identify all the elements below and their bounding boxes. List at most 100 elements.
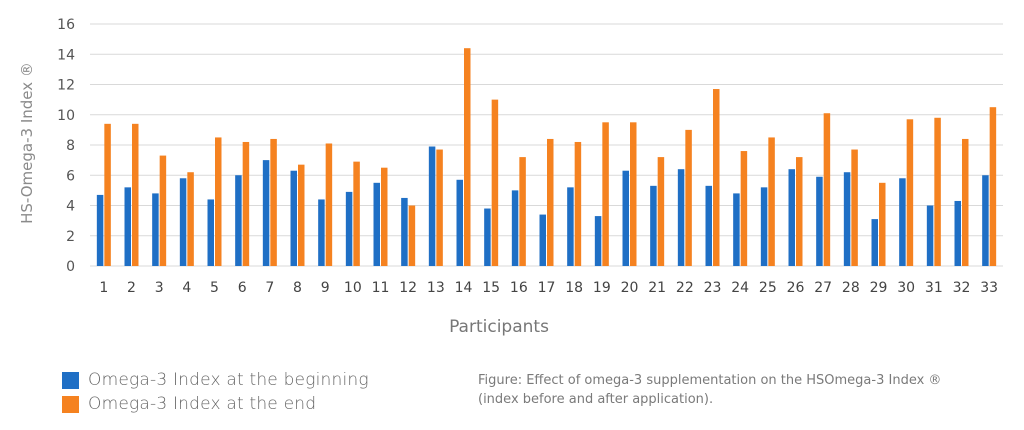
bar-end-29 [879,182,886,266]
x-tick-label: 3 [155,280,164,296]
x-tick-label: 8 [293,280,302,296]
bar-beginning-9 [318,199,325,266]
bar-beginning-31 [926,205,934,266]
bar-end-31 [934,117,941,267]
bar-beginning-5 [207,199,214,266]
bar-beginning-13 [428,146,436,266]
y-tick-label: 10 [57,108,75,124]
x-tick-label: 30 [897,280,915,296]
bar-end-18 [574,141,582,266]
bar-beginning-28 [843,172,851,266]
x-tick-label: 20 [621,280,639,296]
bar-end-16 [519,157,526,266]
y-tick-label: 12 [57,78,75,94]
bar-end-24 [740,151,748,266]
bar-end-27 [823,113,831,266]
x-tick-label: 16 [510,280,528,296]
bar-end-25 [768,137,775,266]
x-tick-label: 19 [593,280,611,296]
x-tick-label: 33 [980,280,998,296]
legend-label-beginning: Omega-3 Index at the beginning [88,370,369,390]
bar-end-10 [353,161,360,266]
legend-item-beginning: Omega-3 Index at the beginning [62,368,369,392]
bar-end-11 [381,167,388,266]
caption-line-2: (index before and after application). [478,392,714,407]
x-axis-label: Participants [449,317,549,337]
x-tick-label: 2 [127,280,136,296]
bar-end-4 [187,172,194,266]
gridlines [90,23,1003,267]
bar-end-33 [989,107,997,266]
bar-beginning-19 [594,216,602,266]
x-tick-label: 28 [842,280,860,296]
bar-end-26 [796,157,803,266]
y-tick-label: 4 [66,199,75,215]
bar-beginning-1 [96,194,104,266]
y-tick-label: 8 [66,138,75,154]
bar-beginning-26 [788,169,795,266]
bar-end-8 [298,164,305,266]
figure-caption: Figure: Effect of omega-3 supplementatio… [478,371,998,409]
x-tick-label: 4 [182,280,191,296]
bar-end-28 [851,149,858,266]
x-tick-label: 7 [265,280,274,296]
bar-beginning-2 [124,187,131,266]
y-tick-label: 14 [57,47,75,63]
bar-end-30 [906,119,914,266]
bar-beginning-10 [345,191,353,266]
bar-end-6 [242,141,250,266]
bar-beginning-16 [511,190,519,266]
bar-beginning-4 [179,178,187,266]
x-tick-label: 23 [704,280,722,296]
bar-beginning-25 [760,187,768,266]
y-tick-label: 2 [66,229,75,245]
x-tick-label: 26 [787,280,805,296]
x-tick-label: 32 [953,280,971,296]
caption-line-1: Figure: Effect of omega-3 supplementatio… [478,373,942,388]
x-tick-label: 29 [870,280,888,296]
bar-end-17 [547,138,554,266]
x-tick-label: 15 [482,280,500,296]
bar-end-13 [436,149,443,266]
y-tick-label: 16 [57,17,75,33]
bar-end-15 [491,99,499,266]
bar-end-23 [713,89,720,266]
x-tick-label: 27 [814,280,832,296]
bar-beginning-6 [235,175,242,266]
bar-beginning-17 [539,214,546,266]
bar-end-12 [408,205,416,266]
legend: Omega-3 Index at the beginning Omega-3 I… [62,368,369,416]
bar-end-3 [159,155,167,266]
bar-beginning-24 [733,193,740,266]
legend-label-end: Omega-3 Index at the end [88,394,317,414]
x-tick-label: 22 [676,280,694,296]
x-tick-label: 14 [455,280,473,296]
x-tick-label: 24 [731,280,749,296]
bar-beginning-27 [816,176,823,266]
x-axis-ticks: 1 2 3 4 5 6 7 8 9 10 11 12 13 14 15 16 17 18 19 20 21 22 23 24 2… [99,280,998,296]
x-tick-label: 9 [321,280,330,296]
bar-end-20 [630,122,637,266]
legend-swatch-end [62,395,79,413]
y-axis-label: HS-Omega-3 Index ® [18,62,36,224]
x-tick-label: 12 [399,280,417,296]
bar-beginning-32 [954,200,961,266]
bar-beginning-7 [262,160,270,266]
x-tick-label: 31 [925,280,943,296]
bar-beginning-29 [871,219,878,266]
x-tick-label: 13 [427,280,445,296]
x-tick-label: 25 [759,280,777,296]
bar-end-14 [464,48,471,267]
bar-beginning-18 [567,187,574,266]
x-tick-label: 10 [344,280,362,296]
bar-beginning-30 [899,178,906,266]
x-tick-label: 18 [565,280,583,296]
bar-beginning-14 [456,179,463,266]
y-tick-label: 0 [66,259,75,275]
bar-beginning-20 [622,170,629,266]
bar-beginning-23 [705,185,712,266]
bar-end-2 [132,123,139,266]
x-tick-label: 5 [210,280,219,296]
y-axis-ticks: 0 2 4 6 8 10 12 14 16 [57,17,75,275]
